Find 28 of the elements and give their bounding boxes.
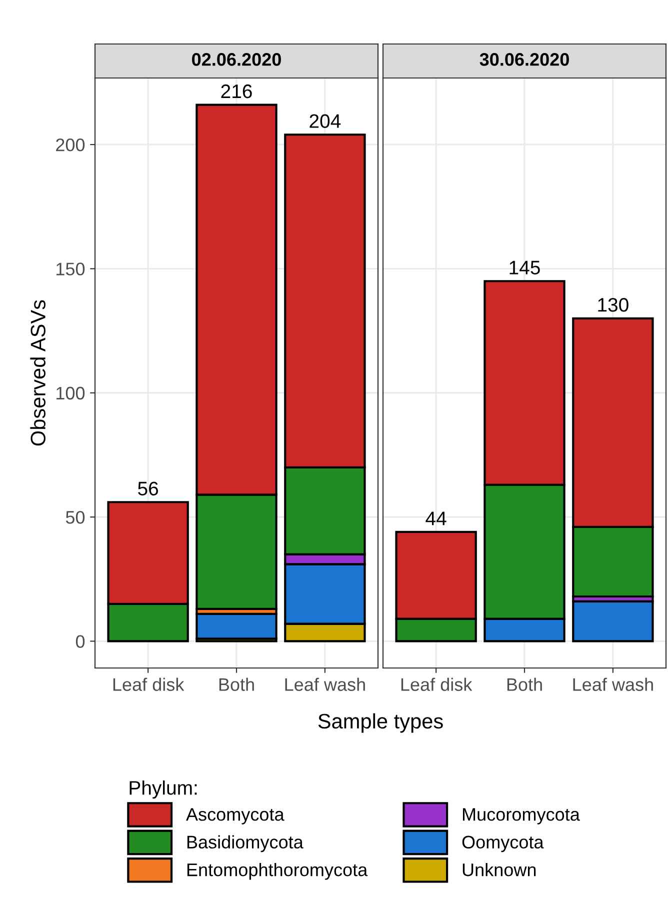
y-tick-label: 0 bbox=[76, 635, 85, 648]
x-tick-label: Both bbox=[219, 678, 254, 691]
x-tick-label: Leaf disk bbox=[113, 678, 184, 691]
x-tick-label: Leaf disk bbox=[401, 678, 472, 691]
legend-label: Ascomycota bbox=[186, 808, 284, 824]
total-label: 204 bbox=[310, 114, 341, 128]
x-tick-label: Both bbox=[507, 678, 542, 691]
total-label: 145 bbox=[510, 260, 540, 274]
total-label: 216 bbox=[221, 84, 252, 98]
y-tick-label: 50 bbox=[66, 510, 85, 524]
y-tick-label: 100 bbox=[56, 386, 85, 400]
total-label: 130 bbox=[598, 298, 628, 312]
legend-label: Mucoromycota bbox=[462, 808, 580, 824]
legend-label: Basidiomycota bbox=[187, 835, 304, 852]
legend-label: Unknown bbox=[462, 862, 536, 876]
x-tick-label: Leaf wash bbox=[285, 678, 365, 691]
x-tick-label: Leaf wash bbox=[573, 678, 653, 691]
x-axis-title: Sample types bbox=[318, 713, 443, 733]
y-axis-title: Observed ASVs bbox=[30, 300, 46, 446]
y-tick-label: 200 bbox=[56, 138, 85, 152]
legend-title: Phylum: bbox=[130, 780, 197, 799]
total-label: 56 bbox=[138, 482, 158, 496]
y-tick-label: 150 bbox=[56, 262, 85, 276]
chart-title: 02.06.2020 bbox=[192, 53, 281, 66]
chart-title: 30.06.2020 bbox=[480, 53, 569, 66]
legend-label: Oomycota bbox=[462, 836, 544, 852]
total-label: 44 bbox=[426, 512, 446, 526]
legend-label: Entomophthoromycota bbox=[187, 862, 368, 880]
